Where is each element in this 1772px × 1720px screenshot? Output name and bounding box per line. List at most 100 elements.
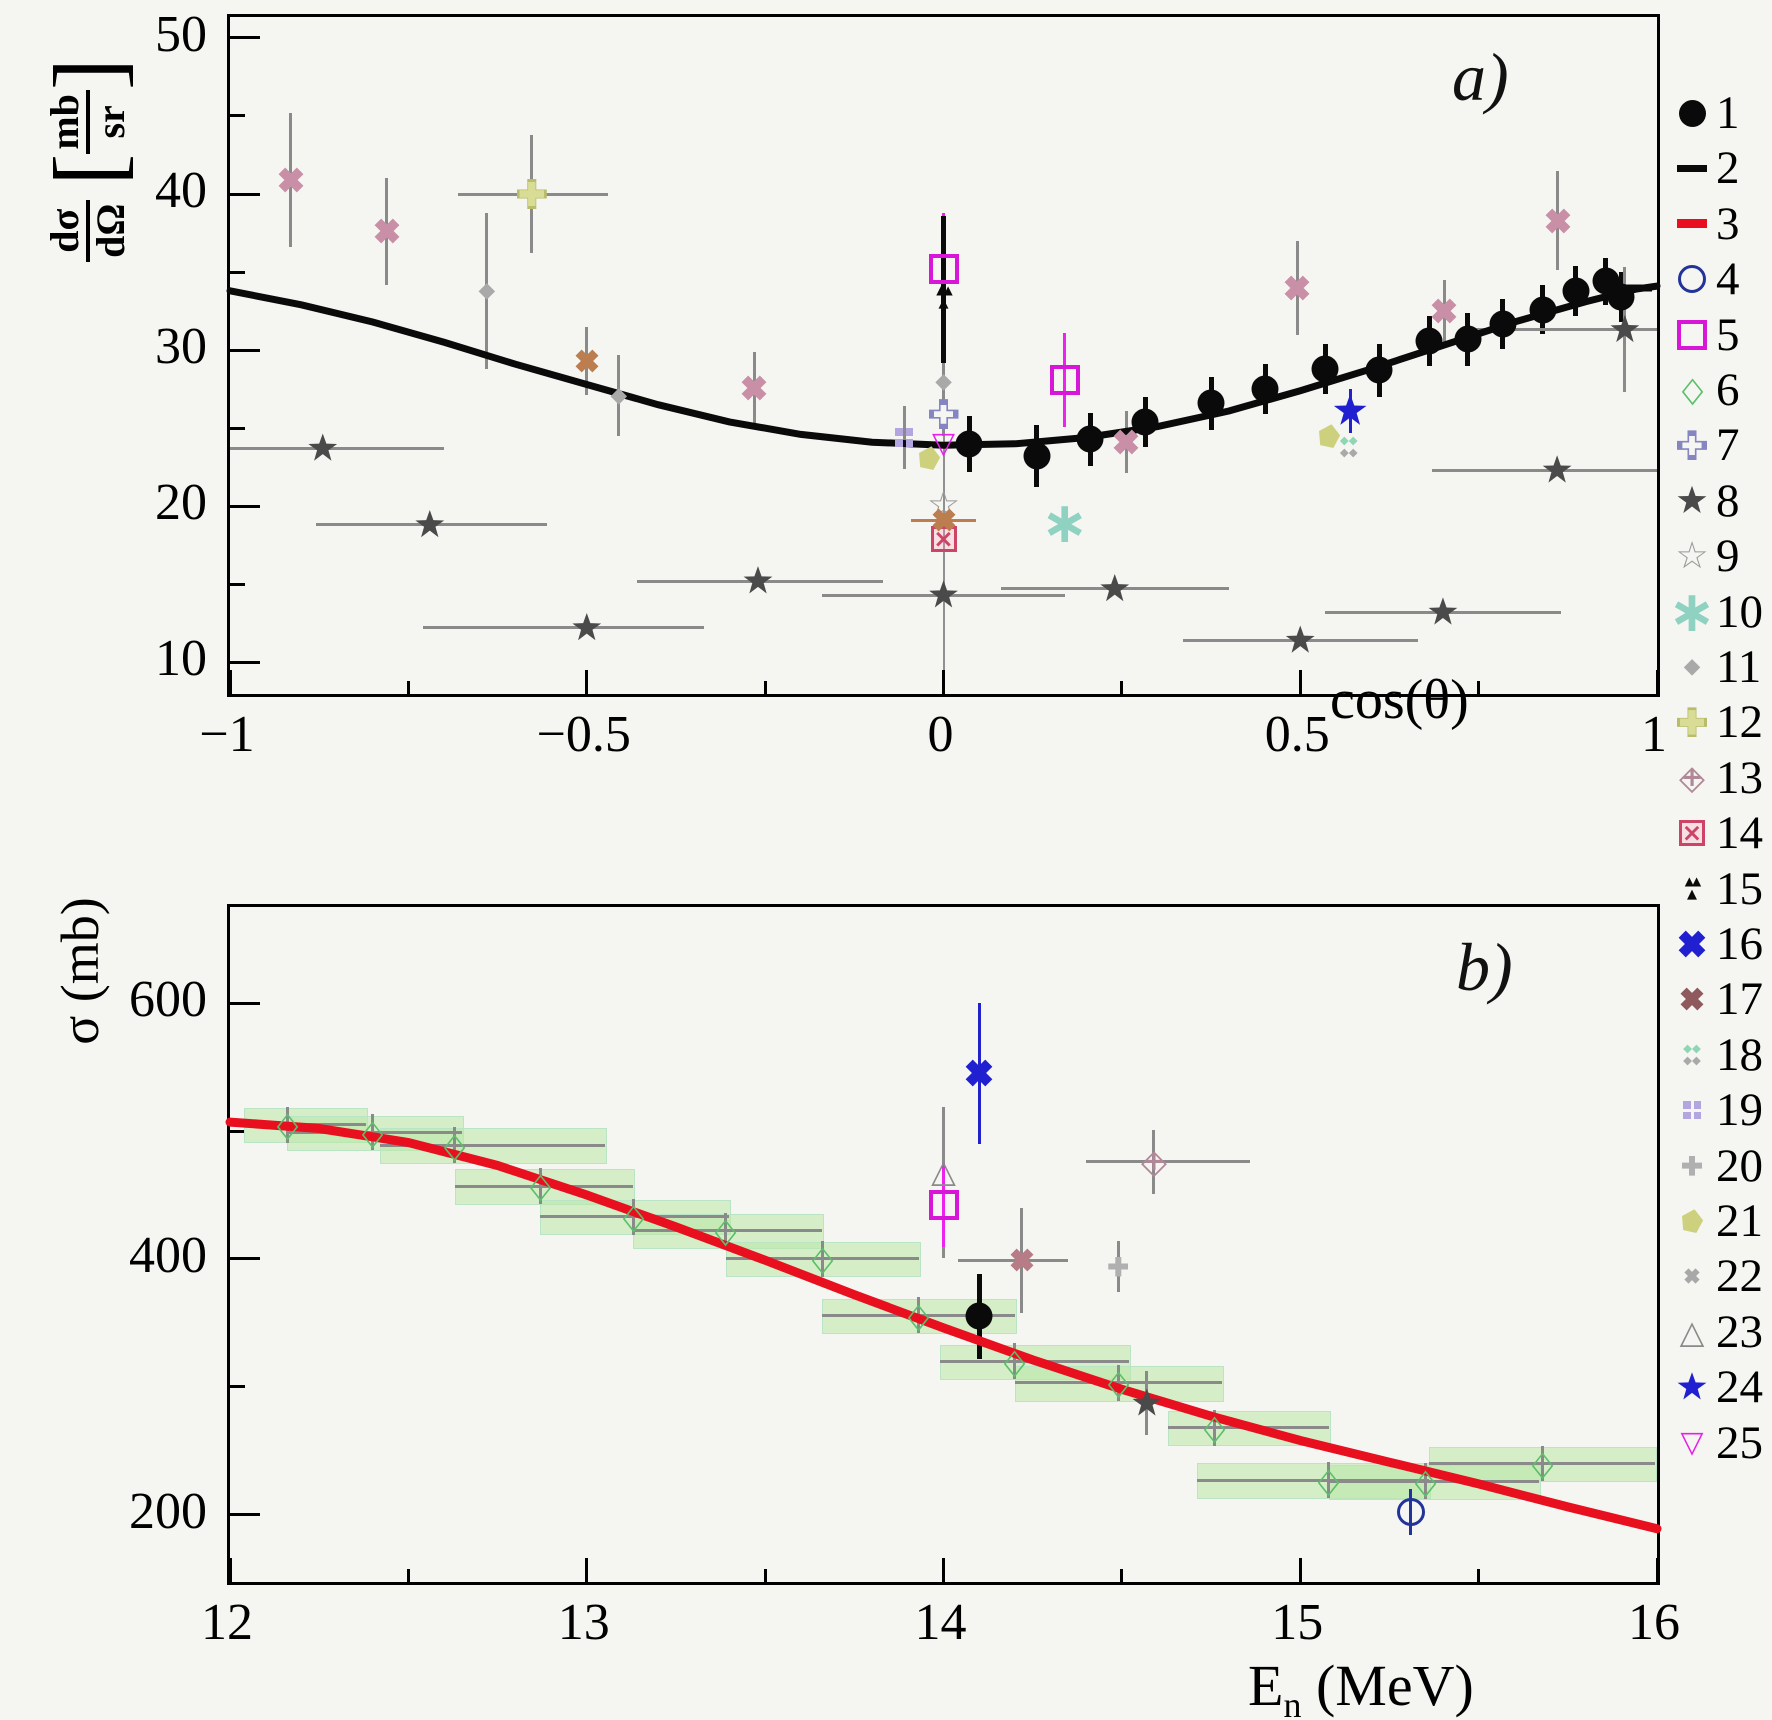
x-tick-label: 1	[1641, 706, 1667, 763]
marker-series-13	[1545, 208, 1571, 234]
x-minor-tick	[406, 681, 410, 694]
marker-series-1	[965, 1302, 993, 1330]
marker-series-1	[1454, 325, 1482, 353]
legend-number-21: 21	[1716, 1195, 1763, 1247]
marker-series-13	[1431, 298, 1457, 324]
y-minor-tick	[230, 582, 245, 586]
y-minor-tick	[230, 1129, 245, 1133]
legend-number-22: 22	[1716, 1250, 1763, 1303]
legend-number-9: 9	[1716, 530, 1740, 583]
marker-series-5	[1049, 364, 1080, 395]
x-major-tick	[228, 1558, 232, 1582]
panel-b-label: b)	[1456, 929, 1513, 1005]
y-major-tick	[230, 1257, 260, 1261]
legend-number-25: 25	[1716, 1416, 1763, 1469]
y-tick-label: 600	[129, 971, 207, 1029]
x-tick-label: 0	[927, 706, 954, 763]
marker-series-8	[1132, 1388, 1162, 1418]
legend-glyph-19	[1672, 1098, 1712, 1122]
x-error-bar	[230, 446, 445, 450]
x-major-tick	[1298, 1558, 1302, 1582]
marker-series-1	[1489, 310, 1517, 338]
marker-series-6: ◇	[276, 1104, 298, 1146]
legend-glyph-20	[1672, 1155, 1712, 1176]
legend-item-7: 7	[1672, 418, 1740, 472]
panel-a: ☆ ∗ ◆ ◆ ◆ × ▲▲ ▲ ◆ ◆ ◆ ◆ ▽	[226, 14, 1661, 697]
x-tick-label: −1	[199, 706, 255, 763]
marker-series-11: ◆	[610, 382, 628, 408]
x-error-bar	[454, 1184, 634, 1188]
marker-series-25: ▽	[932, 425, 955, 461]
legend-number-14: 14	[1716, 807, 1763, 860]
legend-glyph-7	[1672, 430, 1712, 461]
legend-item-8: 8	[1672, 474, 1740, 528]
marker-series-18: ◆ ◆ ◆ ◆	[1339, 433, 1358, 459]
legend-item-21: 21	[1672, 1194, 1763, 1248]
y-minor-tick	[230, 114, 245, 118]
x-error-bar	[1328, 1479, 1540, 1483]
y-tick-label: 400	[129, 1226, 207, 1284]
legend-number-3: 3	[1716, 197, 1740, 250]
legend-item-22: 22	[1672, 1249, 1763, 1303]
legend-glyph-24	[1672, 1372, 1712, 1402]
legend-number-23: 23	[1716, 1305, 1763, 1358]
legend-number-16: 16	[1716, 918, 1763, 970]
y-tick-label: 50	[155, 5, 207, 63]
legend-number-18: 18	[1716, 1028, 1763, 1081]
marker-series-8	[1542, 455, 1572, 485]
marker-series-6: ◇	[1203, 1407, 1226, 1449]
legend-glyph-2	[1672, 164, 1712, 172]
marker-series-6: ◇	[529, 1165, 552, 1207]
marker-series-1	[1529, 296, 1557, 324]
marker-series-13: ◇ +	[1140, 1141, 1167, 1181]
marker-series-16	[965, 1059, 993, 1087]
marker-series-1	[1076, 425, 1104, 453]
marker-series-13	[741, 375, 767, 401]
x-major-tick	[942, 670, 945, 694]
x-minor-tick	[763, 1569, 767, 1582]
y-minor-tick	[230, 270, 245, 274]
legend-glyph-14: ×	[1672, 820, 1712, 847]
marker-series-6: ◇	[811, 1238, 834, 1280]
marker-series-8	[1100, 573, 1130, 604]
y-minor-tick	[230, 1385, 245, 1389]
legend-item-10: ∗ 10	[1668, 583, 1763, 640]
legend-item-13: ◇ + 13	[1672, 751, 1763, 805]
legend-item-5: 5	[1672, 308, 1740, 362]
marker-series-1	[1023, 442, 1051, 470]
x-error-bar	[725, 1257, 919, 1261]
y-major-tick	[230, 348, 260, 352]
marker-series-13	[1113, 429, 1139, 455]
legend-number-10: 10	[1716, 585, 1763, 638]
marker-series-19	[892, 426, 916, 450]
x-minor-tick	[1120, 681, 1124, 694]
legend-number-5: 5	[1716, 308, 1740, 361]
x-minor-tick	[1477, 1569, 1481, 1582]
x-major-tick	[1655, 1558, 1659, 1582]
legend-glyph-18: ◆ ◆ ◆ ◆	[1683, 1041, 1701, 1067]
legend-number-7: 7	[1716, 419, 1740, 472]
marker-series-6: ◇	[1414, 1460, 1436, 1502]
legend-glyph-4	[1672, 265, 1712, 294]
y-minor-tick	[230, 426, 245, 430]
b-x-axis-label: En (MeV)	[1248, 1652, 1474, 1720]
legend-item-20: 20	[1672, 1139, 1763, 1193]
x-tick-label: 15	[1271, 1594, 1324, 1651]
legend-glyph-17	[1672, 987, 1712, 1011]
marker-series-8	[1285, 625, 1315, 655]
marker-series-6: ◇	[715, 1210, 737, 1252]
legend-glyph-8	[1672, 485, 1712, 516]
legend-glyph-9: ☆	[1675, 533, 1709, 578]
marker-series-15: ▲▲ ▲	[936, 282, 952, 311]
y-major-tick	[230, 1001, 260, 1005]
legend-glyph-12	[1672, 707, 1712, 738]
legend-number-8: 8	[1716, 474, 1740, 527]
curve-b	[225, 1117, 1662, 1534]
marker-series-20	[1108, 1256, 1129, 1277]
x-error-bar	[1464, 328, 1657, 332]
legend-glyph-22	[1672, 1268, 1712, 1284]
x-major-tick	[585, 1558, 589, 1582]
legend-item-17: 17	[1672, 972, 1763, 1026]
marker-series-1	[955, 430, 983, 458]
a-y-unit-frac: mb sr	[42, 90, 133, 154]
